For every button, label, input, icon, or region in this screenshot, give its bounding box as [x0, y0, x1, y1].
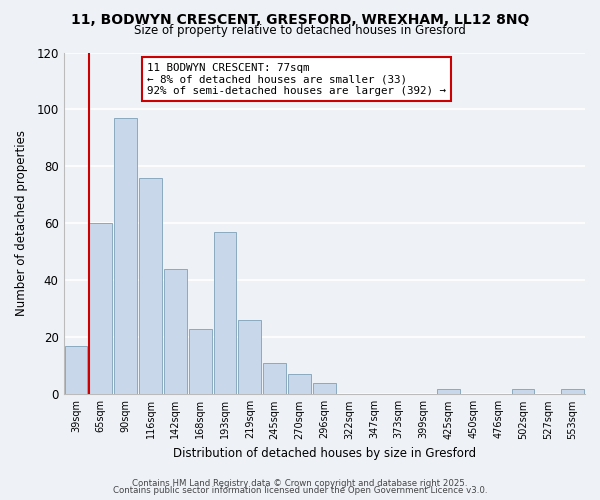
Text: Contains public sector information licensed under the Open Government Licence v3: Contains public sector information licen… [113, 486, 487, 495]
Text: Contains HM Land Registry data © Crown copyright and database right 2025.: Contains HM Land Registry data © Crown c… [132, 478, 468, 488]
Bar [238, 320, 261, 394]
Bar [164, 269, 187, 394]
Bar [288, 374, 311, 394]
Bar [65, 346, 88, 395]
Bar [437, 388, 460, 394]
Text: 11, BODWYN CRESCENT, GRESFORD, WREXHAM, LL12 8NQ: 11, BODWYN CRESCENT, GRESFORD, WREXHAM, … [71, 12, 529, 26]
Text: Size of property relative to detached houses in Gresford: Size of property relative to detached ho… [134, 24, 466, 37]
Bar [561, 388, 584, 394]
Bar [189, 329, 212, 394]
Bar [512, 388, 535, 394]
Bar [214, 232, 236, 394]
Bar [263, 363, 286, 394]
Bar [313, 383, 336, 394]
X-axis label: Distribution of detached houses by size in Gresford: Distribution of detached houses by size … [173, 447, 476, 460]
Bar [114, 118, 137, 394]
Bar [89, 224, 112, 394]
Text: 11 BODWYN CRESCENT: 77sqm
← 8% of detached houses are smaller (33)
92% of semi-d: 11 BODWYN CRESCENT: 77sqm ← 8% of detach… [147, 63, 446, 96]
Bar [139, 178, 162, 394]
Y-axis label: Number of detached properties: Number of detached properties [15, 130, 28, 316]
